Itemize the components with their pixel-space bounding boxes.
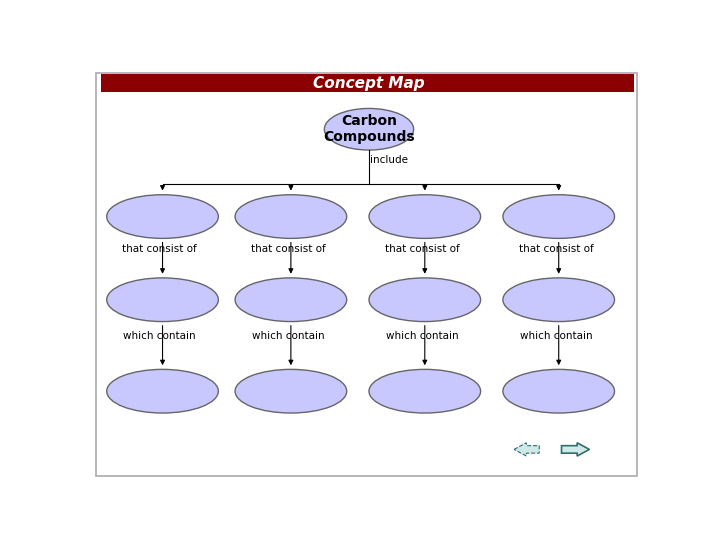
Ellipse shape [107, 278, 218, 321]
Ellipse shape [369, 195, 481, 238]
Text: that consist of: that consist of [251, 244, 325, 254]
FancyArrow shape [562, 443, 590, 456]
Ellipse shape [235, 369, 347, 413]
Text: which contain: which contain [252, 332, 325, 341]
FancyBboxPatch shape [101, 75, 634, 92]
Ellipse shape [503, 369, 615, 413]
Ellipse shape [503, 195, 615, 238]
Ellipse shape [369, 278, 481, 321]
Ellipse shape [369, 369, 481, 413]
Ellipse shape [235, 278, 347, 321]
Text: Carbon
Compounds: Carbon Compounds [323, 114, 415, 144]
Text: that consist of: that consist of [122, 244, 197, 254]
Text: which contain: which contain [520, 332, 593, 341]
Ellipse shape [324, 109, 413, 150]
Text: which contain: which contain [123, 332, 196, 341]
Ellipse shape [107, 195, 218, 238]
Text: Concept Map: Concept Map [313, 76, 425, 91]
Text: that consist of: that consist of [518, 244, 593, 254]
FancyArrow shape [514, 443, 539, 456]
Ellipse shape [235, 195, 347, 238]
Ellipse shape [107, 369, 218, 413]
Text: which contain: which contain [386, 332, 459, 341]
Ellipse shape [503, 278, 615, 321]
Text: include: include [369, 155, 408, 165]
Text: that consist of: that consist of [384, 244, 459, 254]
